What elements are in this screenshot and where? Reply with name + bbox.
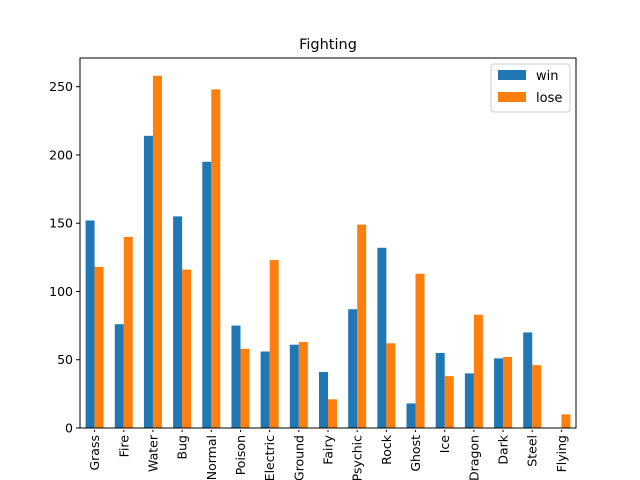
- bar-lose-flying: [561, 414, 571, 428]
- x-tick-label-ghost: Ghost: [408, 435, 423, 472]
- x-tick-label-ice: Ice: [437, 435, 452, 454]
- bar-lose-water: [152, 75, 162, 428]
- y-tick-label: 50: [57, 352, 73, 367]
- x-tick-label-grass: Grass: [87, 435, 102, 471]
- bar-lose-ice: [444, 376, 454, 428]
- bar-lose-grass: [94, 266, 104, 428]
- x-tick-label-psychic: Psychic: [350, 435, 365, 480]
- bar-win-poison: [231, 325, 241, 428]
- x-tick-label-fairy: Fairy: [321, 434, 336, 464]
- x-axis: Grass Fire Water Bug Normal Poison Electric Gro…: [87, 430, 569, 480]
- bar-win-rock: [377, 247, 387, 428]
- bar-lose-rock: [386, 343, 396, 428]
- legend-swatch-win: [498, 70, 526, 80]
- x-tick-label-flying: Flying: [554, 435, 569, 472]
- x-tick-label-dragon: Dragon: [466, 435, 481, 480]
- x-tick-label-bug: Bug: [175, 435, 190, 459]
- bar-lose-poison: [240, 348, 250, 428]
- x-tick-label-rock: Rock: [379, 434, 394, 465]
- bar-win-normal: [202, 161, 212, 428]
- legend: win lose: [490, 63, 571, 113]
- x-tick-label-fire: Fire: [116, 435, 131, 458]
- bar-lose-psychic: [357, 224, 367, 428]
- bar-win-dark: [494, 358, 504, 428]
- y-tick-label: 100: [49, 284, 73, 299]
- bar-lose-dark: [503, 357, 513, 428]
- bar-win-electric: [260, 351, 270, 428]
- y-tick-label: 200: [49, 147, 73, 162]
- y-tick-label: 0: [65, 421, 73, 436]
- bar-win-fire: [114, 324, 124, 428]
- bar-lose-fire: [123, 236, 133, 428]
- bar-win-psychic: [348, 309, 358, 428]
- bar-lose-normal: [211, 89, 221, 428]
- y-axis: 0 50 100 150 200 250: [49, 79, 80, 436]
- plot-frame: [79, 57, 577, 429]
- x-tick-label-electric: Electric: [262, 435, 277, 480]
- chart-title: Fighting: [299, 37, 357, 53]
- bar-lose-dragon: [473, 314, 483, 428]
- bar-win-water: [143, 135, 153, 428]
- legend-label-lose: lose: [536, 91, 562, 106]
- bar-win-grass: [85, 220, 95, 428]
- bar-win-fairy: [319, 372, 328, 428]
- y-tick-label: 250: [49, 79, 73, 94]
- legend-label-win: win: [536, 69, 558, 84]
- bar-lose-electric: [269, 260, 279, 428]
- bar-win-bug: [173, 216, 183, 428]
- x-tick-label-water: Water: [145, 434, 160, 472]
- bar-win-ghost: [406, 403, 416, 428]
- bar-lose-steel: [532, 365, 542, 428]
- x-tick-label-normal: Normal: [204, 435, 219, 480]
- x-tick-label-steel: Steel: [525, 435, 540, 467]
- bar-win-steel: [523, 332, 533, 428]
- x-tick-label-ground: Ground: [291, 435, 306, 480]
- legend-swatch-lose: [498, 92, 526, 102]
- bar-win-ground: [289, 344, 299, 428]
- bar-lose-bug: [182, 269, 192, 428]
- x-tick-label-dark: Dark: [496, 434, 511, 464]
- bar-win-dragon: [464, 373, 474, 428]
- bars-group: [85, 75, 571, 428]
- bar-lose-fairy: [328, 399, 337, 428]
- x-tick-label-poison: Poison: [233, 435, 248, 475]
- bar-lose-ghost: [415, 273, 425, 428]
- bar-lose-ground: [298, 341, 308, 428]
- bar-win-ice: [435, 352, 445, 428]
- y-tick-label: 150: [49, 216, 73, 231]
